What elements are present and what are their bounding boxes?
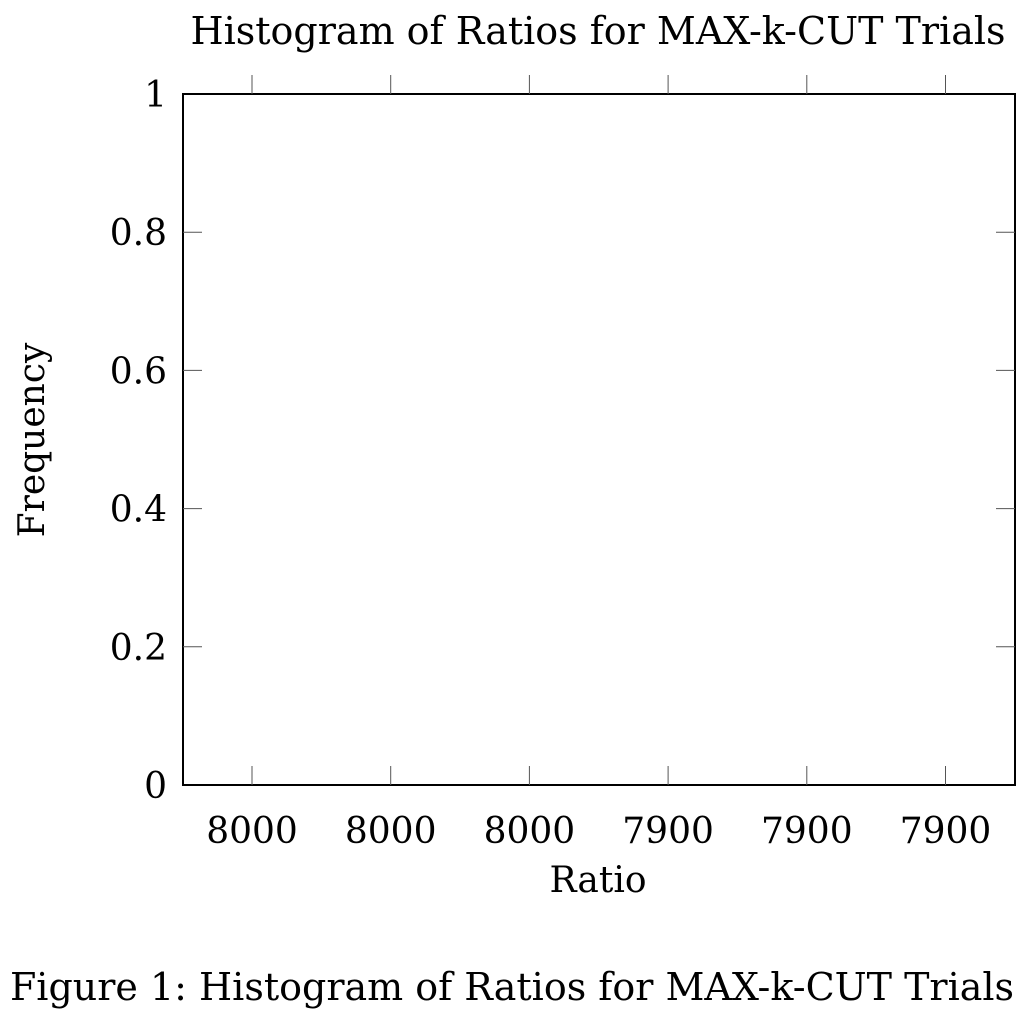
x-axis-ticks: 8000 8000 8000 7900 7900 7900: [206, 75, 991, 852]
y-tick-label: 0: [144, 766, 167, 807]
x-tick-label: 8000: [484, 811, 576, 852]
y-tick-label: 0.2: [110, 628, 167, 669]
y-tick-label: 0.8: [110, 213, 167, 254]
plot-frame: [182, 93, 1016, 786]
y-tick-label: 1: [144, 75, 167, 116]
x-tick-label: 7900: [761, 811, 853, 852]
x-tick-label: 8000: [206, 811, 298, 852]
y-axis-label: Frequency: [12, 342, 53, 537]
y-axis-ticks: 0 0.2 0.4 0.6 0.8 1: [110, 75, 1015, 807]
x-tick-label: 8000: [345, 811, 437, 852]
y-tick-label: 0.4: [110, 490, 167, 531]
chart-title: Histogram of Ratios for MAX-k-CUT Trials: [190, 9, 1005, 53]
x-tick-label: 7900: [900, 811, 992, 852]
y-tick-label: 0.6: [110, 351, 167, 392]
figure-caption: Figure 1: Histogram of Ratios for MAX-k-…: [10, 965, 1014, 1009]
x-tick-label: 7900: [622, 811, 714, 852]
x-axis-label: Ratio: [549, 860, 646, 901]
